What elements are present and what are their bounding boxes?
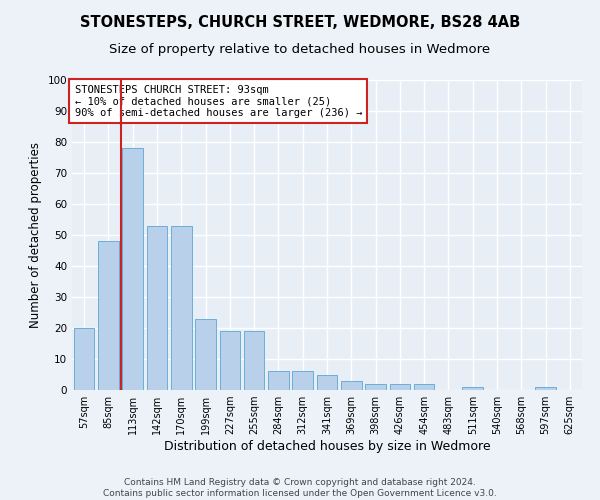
Text: STONESTEPS, CHURCH STREET, WEDMORE, BS28 4AB: STONESTEPS, CHURCH STREET, WEDMORE, BS28… — [80, 15, 520, 30]
Bar — [171, 226, 191, 390]
Bar — [74, 328, 94, 390]
Bar — [389, 384, 410, 390]
Text: STONESTEPS CHURCH STREET: 93sqm
← 10% of detached houses are smaller (25)
90% of: STONESTEPS CHURCH STREET: 93sqm ← 10% of… — [74, 84, 362, 118]
Bar — [220, 331, 240, 390]
Bar — [244, 331, 265, 390]
Bar — [317, 374, 337, 390]
Bar — [463, 387, 483, 390]
Bar — [292, 372, 313, 390]
Bar — [414, 384, 434, 390]
Text: Size of property relative to detached houses in Wedmore: Size of property relative to detached ho… — [109, 42, 491, 56]
Bar — [268, 372, 289, 390]
Text: Contains HM Land Registry data © Crown copyright and database right 2024.
Contai: Contains HM Land Registry data © Crown c… — [103, 478, 497, 498]
Bar — [341, 380, 362, 390]
Y-axis label: Number of detached properties: Number of detached properties — [29, 142, 42, 328]
Bar — [122, 148, 143, 390]
X-axis label: Distribution of detached houses by size in Wedmore: Distribution of detached houses by size … — [164, 440, 490, 453]
Bar — [146, 226, 167, 390]
Bar — [535, 387, 556, 390]
Bar — [365, 384, 386, 390]
Bar — [98, 241, 119, 390]
Bar — [195, 318, 216, 390]
